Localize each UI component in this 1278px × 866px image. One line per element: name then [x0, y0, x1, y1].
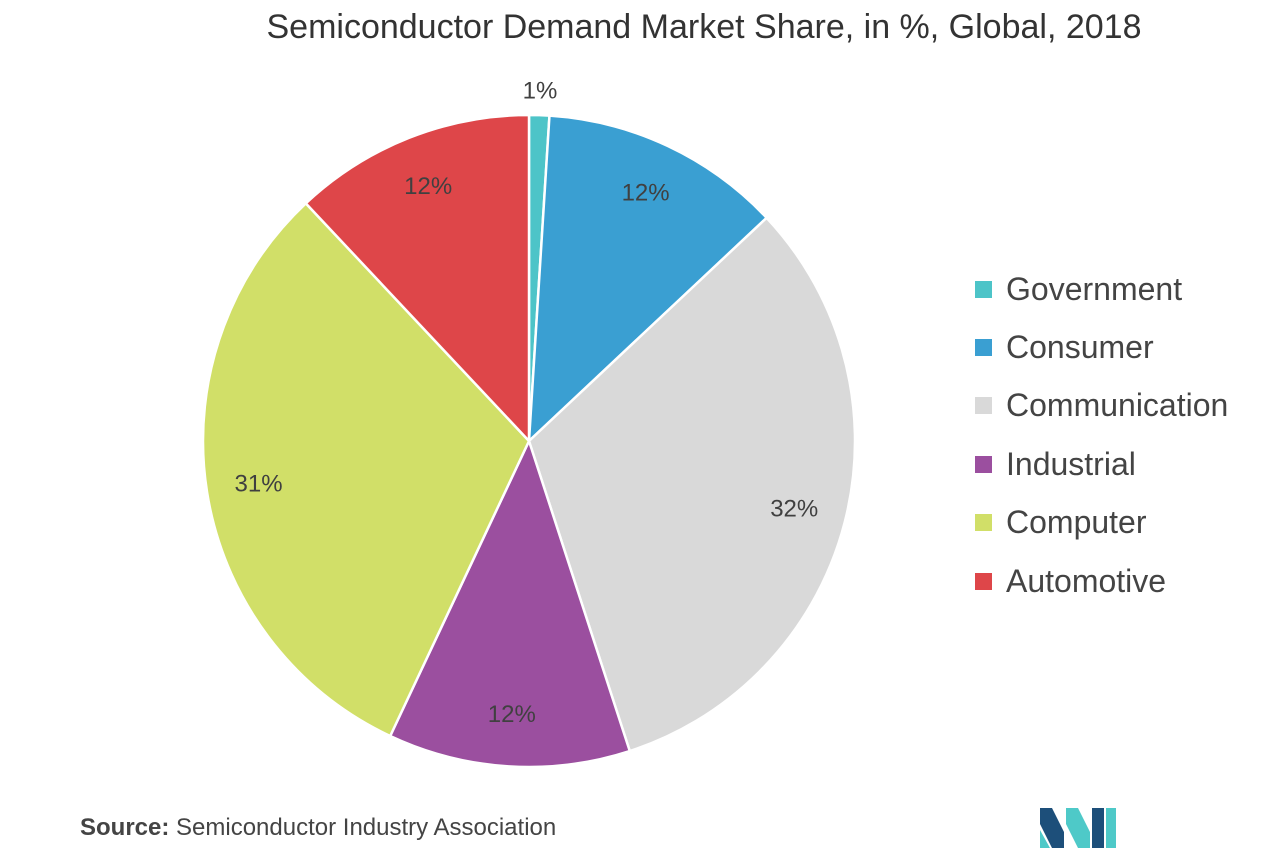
legend-item-communication: Communication — [975, 377, 1228, 435]
slice-label-communication: 32% — [770, 496, 818, 523]
legend-label: Consumer — [1006, 329, 1154, 366]
logo-right-accent — [1106, 808, 1116, 848]
legend-label: Industrial — [1006, 445, 1136, 482]
pie-slice-labels: 1% 12% 32% 12% 31% 12% — [235, 78, 819, 728]
slice-label-consumer: 12% — [622, 180, 670, 207]
legend-swatch — [975, 455, 992, 473]
legend-item-consumer: Consumer — [975, 318, 1228, 376]
pie-slice-communication — [527, 216, 857, 753]
pie-slice-industrial — [388, 439, 631, 769]
legend-swatch — [975, 339, 992, 357]
slice-label-industrial: 12% — [488, 701, 536, 728]
legend-label: Computer — [1006, 504, 1147, 541]
pie-slices — [201, 113, 857, 769]
legend-label: Communication — [1006, 387, 1229, 424]
legend-label: Government — [1006, 270, 1183, 307]
legend-swatch — [975, 280, 992, 298]
source-key: Source: — [80, 814, 170, 841]
slice-label-government: 1% — [523, 78, 558, 105]
logo-right-bar — [1092, 808, 1104, 848]
legend-item-automotive: Automotive — [975, 552, 1228, 610]
legend-item-computer: Computer — [975, 494, 1228, 552]
slice-label-automotive: 12% — [404, 173, 452, 200]
legend-swatch — [975, 397, 992, 415]
logo-left-stroke — [1040, 808, 1064, 848]
logo-left-accent — [1040, 830, 1050, 848]
pie-slice-automotive — [304, 113, 531, 443]
pie-slice-computer — [201, 202, 531, 738]
source-text: Semiconductor Industry Association — [176, 814, 557, 841]
legend-swatch — [975, 572, 992, 590]
legend-item-industrial: Industrial — [975, 435, 1228, 493]
mordor-intelligence-logo-icon — [1040, 808, 1116, 848]
legend-item-government: Government — [975, 260, 1228, 318]
slice-label-computer: 31% — [235, 470, 283, 497]
logo-mid-stroke — [1066, 808, 1090, 848]
legend-swatch — [975, 514, 992, 532]
source-note: Source: Semiconductor Industry Associati… — [80, 814, 556, 842]
legend: Government Consumer Communication Industria… — [975, 260, 1228, 610]
legend-label: Automotive — [1006, 562, 1167, 599]
pie-slice-consumer — [527, 114, 768, 443]
chart-title: Semiconductor Demand Market Share, in %,… — [266, 8, 1142, 46]
